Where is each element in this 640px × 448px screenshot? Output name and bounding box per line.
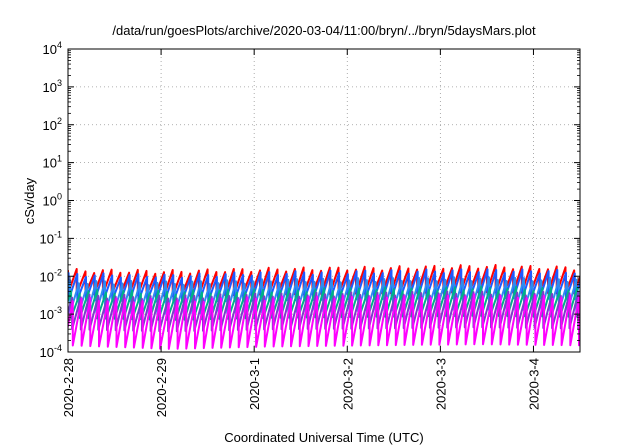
y-tick-label: 10-3	[40, 305, 62, 322]
y-tick-label: 102	[43, 116, 62, 133]
y-tick-labels: 10-4 10-3 10-2 10-1 100 101 102 103 104	[40, 40, 62, 360]
x-tick-label: 2020-3-2	[340, 358, 355, 410]
x-tick-label: 2020-3-3	[433, 358, 448, 410]
x-axis-label: Coordinated Universal Time (UTC)	[224, 430, 423, 445]
axis-ticks	[67, 48, 580, 353]
y-tick-label: 10-4	[40, 343, 62, 360]
y-tick-label: 104	[43, 40, 62, 57]
x-tick-label: 2020-2-28	[61, 358, 76, 417]
series-layer	[68, 264, 580, 350]
chart-title: /data/run/goesPlots/archive/2020-03-04/1…	[112, 23, 536, 38]
series-line-5	[68, 293, 580, 350]
y-tick-label: 10-1	[40, 229, 62, 246]
y-tick-label: 103	[43, 78, 62, 95]
y-tick-label: 100	[43, 192, 62, 209]
y-tick-label: 10-2	[40, 267, 62, 284]
x-tick-labels: 2020-2-28 2020-2-29 2020-3-1 2020-3-2 2020-3…	[61, 358, 541, 417]
x-tick-label: 2020-3-4	[526, 358, 541, 410]
y-axis-label: cSv/day	[22, 177, 37, 224]
x-tick-label: 2020-2-29	[154, 358, 169, 417]
x-tick-label: 2020-3-1	[247, 358, 262, 410]
y-tick-label: 101	[43, 154, 62, 171]
